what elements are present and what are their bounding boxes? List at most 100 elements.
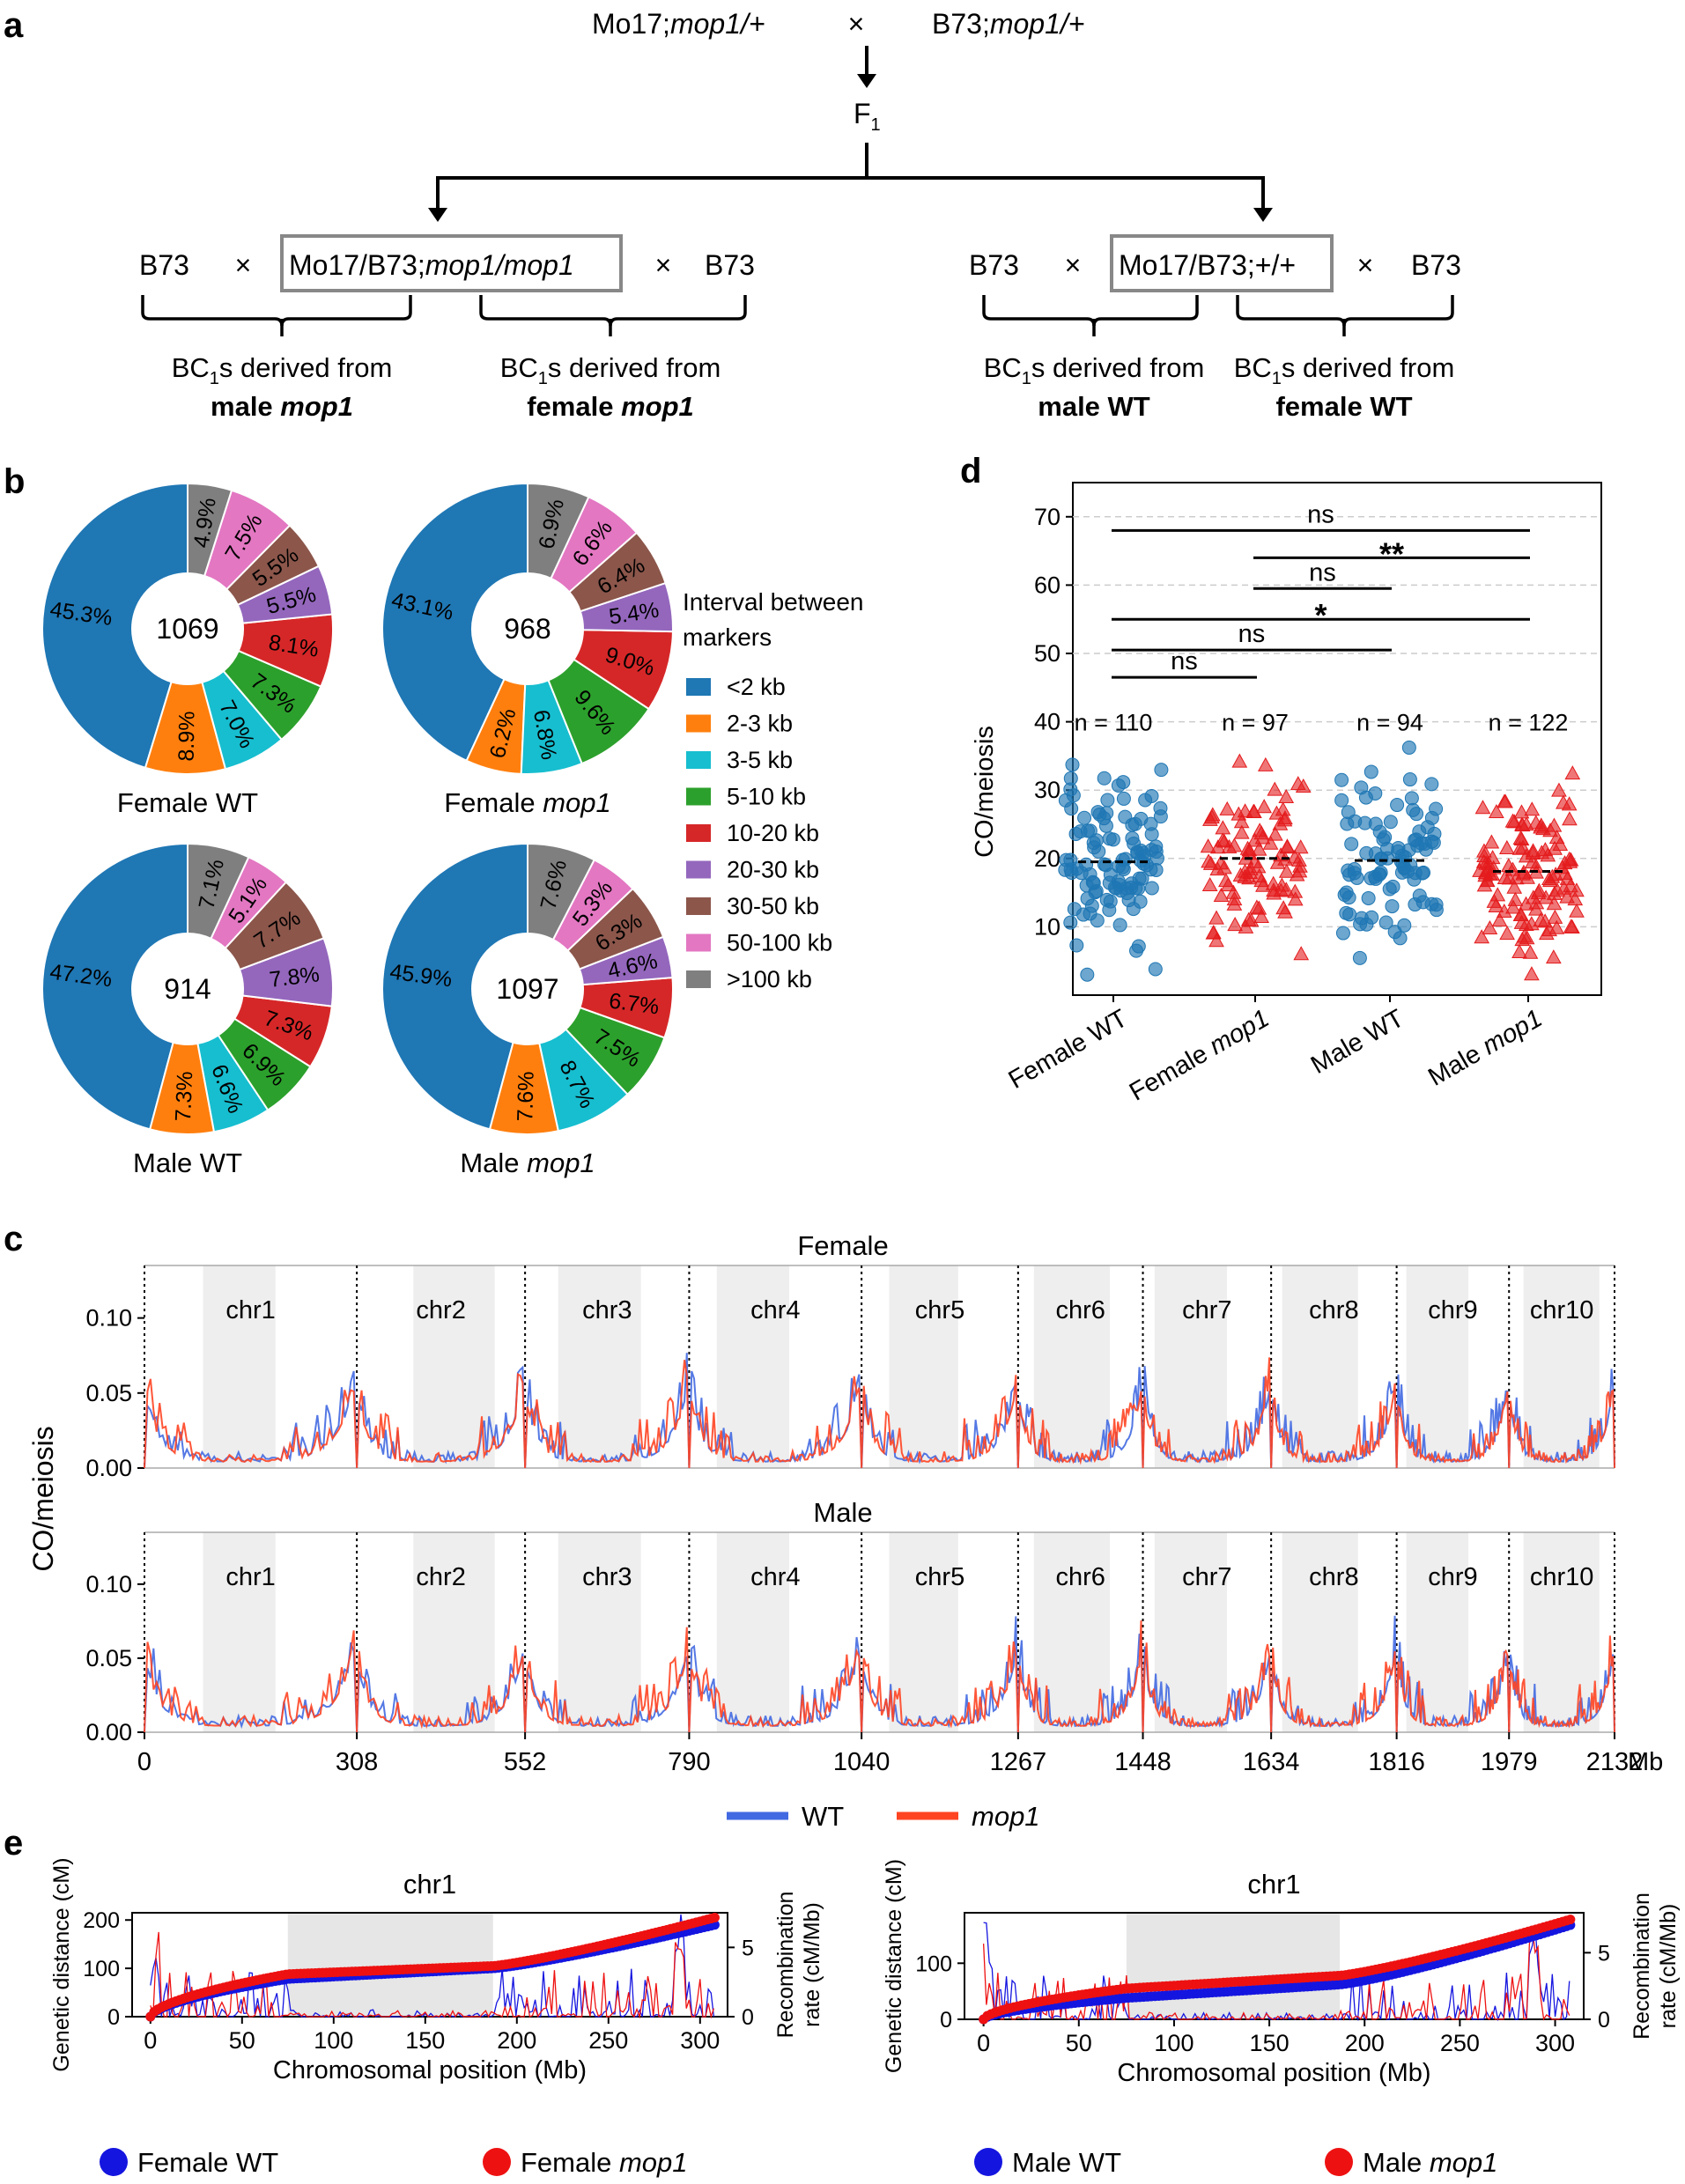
- data-point: [1080, 891, 1095, 906]
- data-point: [1564, 765, 1581, 780]
- parent-right: B73;mop1/+: [932, 8, 1084, 40]
- chromosome-label: chr10: [1530, 1563, 1594, 1591]
- bc-label-line1: BC1s derived from: [984, 352, 1205, 388]
- chromosome-label: chr8: [1309, 1296, 1358, 1324]
- legend-label: 3-5 kb: [727, 747, 793, 773]
- legend-title-line1: Interval between: [683, 588, 863, 616]
- data-point: [1148, 962, 1163, 977]
- data-point: [1125, 817, 1140, 832]
- significance-label: **: [1379, 535, 1404, 572]
- donut-title: Male WT: [133, 1147, 242, 1178]
- data-point: [1533, 845, 1550, 860]
- donut-chart: 45.9%7.6% 8.7%7.5%6.7%4.6%6.3%5.3%7.6%109…: [381, 842, 674, 1178]
- data-point: [1209, 839, 1226, 854]
- data-point: [1218, 873, 1234, 888]
- data-point: [1231, 753, 1248, 768]
- legend-marker: [100, 2148, 128, 2176]
- y-tick-label-right: 5: [742, 1936, 754, 1960]
- y-tick-label-right: 5: [1598, 1941, 1610, 1966]
- centromere-region: [413, 1532, 495, 1732]
- y-tick-label-right: 0: [1598, 2008, 1610, 2033]
- data-point: [1378, 915, 1393, 930]
- y-axis-label: CO/meiosis: [27, 1426, 59, 1571]
- data-point: [1208, 933, 1224, 948]
- panel-a-crossing-scheme: Mo17;mop1/+ × B73;mop1/+ F1 B73 × Mo17/B…: [139, 8, 1461, 422]
- x-tick-label: 1040: [833, 1748, 891, 1776]
- data-point: [1267, 781, 1283, 796]
- significance-label: ns: [1238, 620, 1266, 648]
- y-tick-label: 200: [83, 1908, 120, 1933]
- significance-label: ns: [1309, 558, 1336, 587]
- data-point: [1251, 841, 1267, 856]
- arrow-down-icon: [1253, 208, 1273, 222]
- subplot-title: Male: [813, 1497, 872, 1528]
- centromere-region: [203, 1532, 276, 1732]
- x-tick-label: 100: [314, 2027, 353, 2054]
- data-point: [1201, 877, 1218, 892]
- chromosome-label: chr5: [915, 1296, 964, 1324]
- plot-title: chr1: [403, 1869, 456, 1900]
- data-point: [1256, 799, 1273, 814]
- chromosome-label: chr6: [1055, 1296, 1105, 1324]
- bc-label-line2: male mop1: [211, 391, 353, 422]
- data-point: [1252, 823, 1268, 837]
- data-point: [1541, 922, 1558, 937]
- data-point: [1567, 891, 1584, 906]
- x-axis-label: Chromosomal position (Mb): [1117, 2059, 1430, 2087]
- y-tick-label: 50: [1034, 640, 1061, 667]
- data-point: [1335, 926, 1350, 941]
- chromosome-label: chr4: [750, 1296, 800, 1324]
- donut-center-count: 1097: [496, 973, 558, 1005]
- data-point: [1241, 842, 1258, 857]
- panel-c-co-landscape: Female chr1 chr2 chr3 chr4 chr5 chr6 chr7 chr8 ch…: [27, 1230, 1663, 1832]
- subplot-female: Female chr1 chr2 chr3 chr4 chr5 chr6 chr7 chr8 ch…: [85, 1230, 1615, 1481]
- data-point: [1542, 873, 1558, 888]
- donut-center-count: 914: [164, 973, 211, 1005]
- legend-marker: [1325, 2148, 1353, 2176]
- data-point: [1098, 818, 1113, 833]
- donut-slice: [187, 482, 233, 578]
- legend-label: 2-3 kb: [727, 711, 793, 737]
- data-point: [1531, 882, 1548, 897]
- y-axis-label-right-line1: Recombination: [1630, 1893, 1654, 2040]
- data-point: [1562, 811, 1578, 826]
- data-point: [1233, 814, 1250, 829]
- centromere-region: [1523, 1532, 1600, 1732]
- data-point: [1208, 910, 1224, 925]
- legend-label: 50-100 kb: [727, 930, 832, 956]
- data-point: [1204, 808, 1220, 823]
- donut-center-count: 1069: [156, 613, 218, 645]
- data-point: [1361, 890, 1376, 905]
- data-point: [1100, 793, 1115, 808]
- data-point: [1226, 891, 1243, 906]
- y-axis-label-right-line2: rate (cM/Mb): [1656, 1904, 1681, 2029]
- chromosome-label: chr4: [750, 1563, 800, 1591]
- x-tick-label: 0: [977, 2030, 990, 2056]
- data-point: [1511, 840, 1528, 855]
- data-point: [1237, 803, 1253, 818]
- bc-label-line2: female mop1: [527, 391, 694, 422]
- data-point: [1374, 851, 1389, 866]
- data-point: [1226, 837, 1243, 852]
- data-point: [1525, 889, 1541, 904]
- data-point: [1105, 832, 1120, 847]
- y-tick-label: 70: [1034, 504, 1061, 530]
- donut-title: Female mop1: [444, 787, 611, 818]
- donut-slice-label: 7.6%: [513, 1071, 538, 1122]
- panel-letter-b: b: [4, 462, 25, 501]
- data-point: [1538, 889, 1554, 904]
- plot-frame: [1072, 482, 1602, 996]
- data-point: [1242, 860, 1259, 875]
- x-tick-label: 308: [336, 1748, 378, 1776]
- data-point: [1243, 912, 1260, 927]
- data-point: [1154, 763, 1169, 778]
- donut-slice-label: 7.8%: [268, 962, 321, 992]
- genetic-distance-point: [1565, 1915, 1576, 1925]
- x-tick-label: 200: [1345, 2030, 1385, 2056]
- data-point: [1507, 891, 1524, 906]
- x-tick-label: 250: [588, 2027, 628, 2054]
- parent-left: Mo17;mop1/+: [592, 8, 765, 40]
- legend-label: Female WT: [137, 2147, 278, 2178]
- data-point: [1144, 788, 1159, 803]
